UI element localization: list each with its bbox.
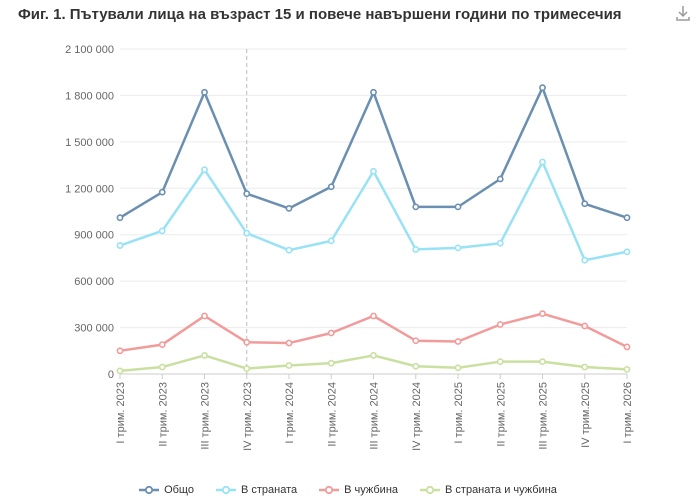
series-lines [116, 84, 631, 375]
x-axis-ticks: I трим. 2023 II трим. 2023 III трим. 2023 I… [115, 374, 634, 451]
data-point[interactable] [201, 166, 208, 174]
legend-label: В страната [240, 484, 298, 496]
y-tick-label: 2 100 000 [65, 44, 114, 56]
data-point[interactable] [116, 367, 124, 375]
series-line [119, 86, 628, 219]
data-point[interactable] [623, 248, 631, 256]
data-point[interactable] [623, 343, 631, 351]
data-point[interactable] [412, 362, 420, 370]
data-point[interactable] [496, 175, 504, 183]
x-tick-label: III трим. 2025 [538, 382, 550, 450]
legend-swatch [319, 485, 340, 495]
download-icon[interactable] [674, 4, 692, 22]
series-line [119, 160, 628, 262]
x-tick-label: II трим. 2023 [157, 382, 169, 447]
data-point[interactable] [581, 322, 589, 330]
legend-label: В чужбина [344, 484, 399, 496]
y-tick-label: 600 000 [74, 276, 114, 288]
data-point[interactable] [285, 205, 293, 212]
data-point[interactable] [285, 362, 293, 369]
data-point[interactable] [412, 246, 420, 253]
legend: Общо В страната В чужбина В страната и чужб… [0, 484, 696, 496]
data-point[interactable] [327, 183, 335, 191]
data-point[interactable] [623, 365, 631, 373]
y-tick-label: 900 000 [74, 230, 114, 242]
data-point[interactable] [370, 352, 377, 359]
grid-lines [120, 48, 627, 375]
data-point[interactable] [327, 237, 335, 245]
x-tick-label: I трим. 2024 [284, 382, 296, 444]
x-tick-label: IV трим. 2023 [242, 382, 254, 451]
legend-swatch [420, 485, 441, 495]
data-point[interactable] [327, 329, 335, 337]
legend-swatch [215, 485, 236, 495]
x-tick-label: III трим. 2024 [369, 382, 381, 450]
data-point[interactable] [412, 203, 420, 211]
series-В чужбина [116, 310, 631, 355]
data-point[interactable] [327, 359, 335, 367]
x-tick-label: I трим. 2025 [453, 382, 465, 444]
series-В страната [116, 158, 631, 264]
y-tick-label: 1 200 000 [65, 183, 114, 195]
data-point[interactable] [158, 363, 166, 371]
data-point[interactable] [158, 227, 166, 235]
x-tick-label: II трим. 2024 [326, 382, 338, 447]
data-point[interactable] [158, 188, 166, 196]
data-point[interactable] [539, 84, 546, 92]
data-point[interactable] [412, 337, 420, 345]
series-В страната и чужбина [116, 352, 631, 375]
data-point[interactable] [370, 88, 377, 96]
data-point[interactable] [285, 246, 293, 254]
x-tick-label: I трим. 2026 [622, 382, 634, 444]
data-point[interactable] [539, 158, 546, 166]
data-point[interactable] [454, 338, 462, 345]
legend-item[interactable]: Общо [139, 484, 194, 496]
x-tick-label: I трим. 2023 [115, 382, 127, 444]
x-tick-label: III трим. 2023 [200, 382, 212, 450]
data-point[interactable] [116, 347, 124, 355]
x-tick-label: IV трим. 2024 [411, 382, 423, 451]
x-tick-label: II трим. 2025 [495, 382, 507, 447]
legend-label: Общо [164, 484, 194, 496]
data-point[interactable] [581, 363, 589, 371]
data-point[interactable] [116, 214, 124, 222]
data-point[interactable] [496, 239, 504, 247]
data-point[interactable] [370, 312, 377, 320]
legend-swatch [139, 485, 160, 495]
data-point[interactable] [454, 203, 462, 211]
chart-title: Фиг. 1. Пътували лица на възраст 15 и по… [18, 6, 622, 23]
data-point[interactable] [539, 310, 546, 318]
data-point[interactable] [454, 244, 462, 252]
y-tick-label: 1 800 000 [65, 90, 114, 102]
data-point[interactable] [243, 338, 251, 346]
data-point[interactable] [243, 365, 251, 372]
data-point[interactable] [539, 358, 546, 366]
legend-label: В страната и чужбина [445, 484, 557, 496]
data-point[interactable] [581, 256, 589, 264]
data-point[interactable] [581, 200, 589, 208]
data-point[interactable] [201, 88, 208, 96]
data-point[interactable] [623, 214, 631, 222]
y-tick-label: 1 500 000 [65, 137, 114, 149]
y-axis-ticks: 0 300 000 600 000 900 000 1 200 000 1 500 000… [65, 44, 114, 381]
y-tick-label: 0 [108, 369, 114, 381]
data-point[interactable] [285, 339, 293, 347]
line-chart: 0 300 000 600 000 900 000 1 200 000 1 500 000… [65, 44, 634, 451]
data-point[interactable] [496, 358, 504, 366]
data-point[interactable] [116, 242, 124, 249]
data-point[interactable] [201, 312, 208, 320]
data-point[interactable] [243, 229, 251, 237]
y-tick-label: 300 000 [74, 323, 114, 335]
data-point[interactable] [454, 364, 462, 372]
x-tick-label: IV трим.2025 [580, 382, 592, 448]
data-point[interactable] [158, 341, 166, 348]
legend-item[interactable]: В страната [215, 484, 298, 496]
legend-item[interactable]: В страната и чужбина [420, 484, 557, 496]
data-point[interactable] [243, 190, 251, 198]
data-point[interactable] [370, 167, 377, 175]
data-point[interactable] [496, 321, 504, 328]
series-Общо [116, 84, 631, 222]
legend-item[interactable]: В чужбина [319, 484, 398, 496]
data-point[interactable] [201, 352, 208, 359]
